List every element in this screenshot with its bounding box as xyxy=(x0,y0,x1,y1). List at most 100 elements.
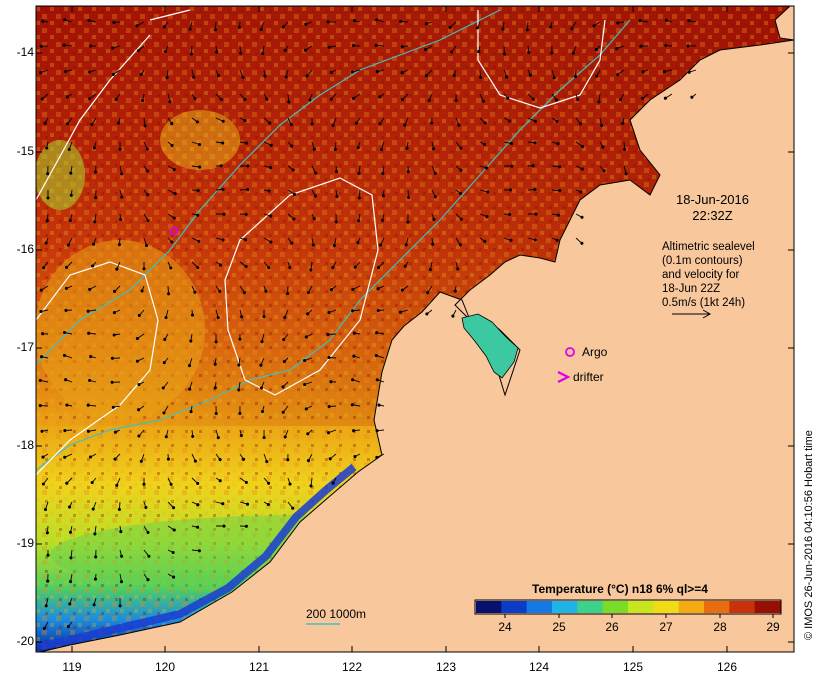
velocity-arrow-head xyxy=(531,97,535,101)
colorbar-tick-label: 27 xyxy=(659,620,673,634)
velocity-arrow-head xyxy=(88,378,92,382)
velocity-arrow-head xyxy=(639,44,643,48)
velocity-arrow-head xyxy=(509,238,513,242)
velocity-arrow-head xyxy=(448,25,452,29)
velocity-arrow-head xyxy=(501,27,505,31)
velocity-arrow-head xyxy=(67,505,72,509)
velocity-arrow-head xyxy=(144,243,149,248)
velocity-arrow-head xyxy=(119,580,124,584)
velocity-arrow-head xyxy=(357,219,361,223)
velocity-arrow-head xyxy=(218,289,222,293)
velocity-arrow-head xyxy=(65,481,69,485)
velocity-arrow-head xyxy=(269,166,273,170)
velocity-arrow-head xyxy=(424,22,428,26)
velocity-arrow-head xyxy=(38,404,42,408)
velocity-arrow-head xyxy=(398,310,402,314)
velocity-arrow-head xyxy=(65,403,69,407)
velocity-arrow-head xyxy=(404,243,408,247)
velocity-arrow-head xyxy=(46,172,50,176)
velocity-arrow-head xyxy=(215,50,219,54)
velocity-arrow-head xyxy=(244,212,248,216)
velocity-arrow-head xyxy=(172,506,176,510)
velocity-arrow-head xyxy=(137,382,141,387)
velocity-arrow-head xyxy=(93,220,97,224)
velocity-arrow-head xyxy=(90,480,94,485)
velocity-arrow-head xyxy=(69,171,73,175)
velocity-arrow-head xyxy=(502,52,507,56)
velocity-arrow-head xyxy=(260,409,265,414)
velocity-arrow-head xyxy=(62,330,67,335)
velocity-arrow-head xyxy=(41,332,45,336)
velocity-arrow-head xyxy=(477,50,481,54)
velocity-arrow-head xyxy=(189,52,194,56)
velocity-arrow-head xyxy=(303,48,307,52)
velocity-arrow-head xyxy=(550,51,554,55)
velocity-arrow-head xyxy=(244,238,248,242)
velocity-arrow-head xyxy=(351,309,355,313)
velocity-arrow-head xyxy=(41,482,45,486)
drifter-legend-symbol xyxy=(557,371,571,383)
velocity-arrow-head xyxy=(312,217,316,221)
velocity-arrow-head xyxy=(353,454,357,459)
velocity-arrow-head xyxy=(353,265,357,269)
colorbar-tick-label: 29 xyxy=(766,620,780,634)
x-tick-label: 122 xyxy=(341,660,363,674)
velocity-arrow-head xyxy=(213,28,217,32)
altimetry-line-5: 0.5m/s (1kt 24h) xyxy=(662,297,746,309)
velocity-arrow-head xyxy=(329,380,333,384)
velocity-arrow-head xyxy=(86,429,90,433)
velocity-arrow-head xyxy=(579,190,583,194)
velocity-arrow-head xyxy=(281,25,285,29)
velocity-arrow-head xyxy=(241,75,245,79)
velocity-arrow-head xyxy=(580,241,584,245)
velocity-arrow-head xyxy=(403,123,407,127)
velocity-arrow-head xyxy=(68,218,72,223)
velocity-arrow-head xyxy=(283,48,287,52)
y-tick-label: -20 xyxy=(16,634,34,648)
velocity-arrow-head xyxy=(306,312,310,316)
velocity-arrow-head xyxy=(140,289,144,293)
velocity-arrow-head xyxy=(88,455,93,459)
velocity-arrow-head xyxy=(43,121,47,125)
velocity-arrow-head xyxy=(63,429,67,433)
argo-float-1[interactable] xyxy=(169,226,179,236)
velocity-arrow-head xyxy=(189,410,193,414)
velocity-arrow-head xyxy=(452,73,456,77)
velocity-arrow-head xyxy=(118,147,122,151)
velocity-arrow-head xyxy=(187,364,192,368)
x-tick-label: 120 xyxy=(154,660,176,674)
velocity-arrow-head xyxy=(303,382,307,387)
velocity-arrow-head xyxy=(219,263,223,267)
velocity-arrow-head xyxy=(313,194,318,198)
velocity-arrow-head xyxy=(66,122,70,126)
velocity-arrow-head xyxy=(264,289,268,293)
green-patch xyxy=(36,140,85,210)
date-time-label: 18-Jun-2016 22:32Z xyxy=(676,192,749,224)
velocity-arrow-head xyxy=(219,164,223,168)
velocity-arrow-head xyxy=(91,242,96,246)
velocity-arrow-head xyxy=(483,121,487,125)
velocity-arrow-head xyxy=(481,99,485,103)
velocity-arrow-head xyxy=(282,337,286,342)
velocity-arrow-head xyxy=(242,291,246,295)
velocity-arrow-head xyxy=(399,19,403,23)
colorbar-cell xyxy=(552,601,578,613)
cool-patch-west xyxy=(36,240,205,420)
colorbar-title: Temperature (°C) n18 6% ql>=4 xyxy=(532,582,708,596)
velocity-arrow-head xyxy=(312,147,316,151)
velocity-arrow-head xyxy=(136,49,140,53)
altimetry-line-1: Altimetric sealevel xyxy=(662,241,755,253)
isobath-200m xyxy=(36,19,631,471)
cool-patch-north xyxy=(160,110,240,170)
velocity-arrow-head xyxy=(375,70,379,74)
velocity-arrow-head xyxy=(195,120,199,124)
velocity-arrow-head xyxy=(113,430,117,434)
reference-velocity-arrow xyxy=(672,309,712,319)
velocity-arrow-head xyxy=(533,119,537,123)
velocity-arrow-head xyxy=(621,121,625,125)
velocity-arrow-head xyxy=(197,142,202,147)
velocity-arrow-head xyxy=(687,19,691,23)
velocity-arrow-head xyxy=(284,75,288,79)
velocity-arrow-head xyxy=(190,313,195,317)
